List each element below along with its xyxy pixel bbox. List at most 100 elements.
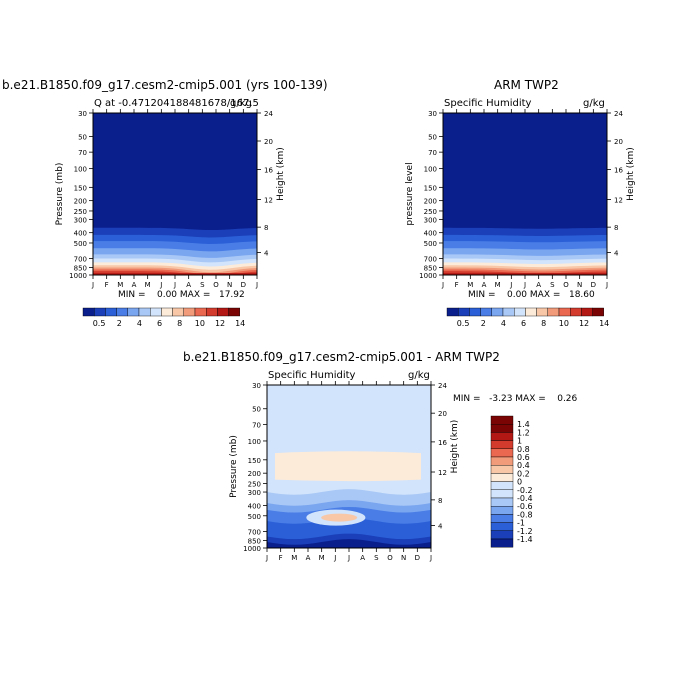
colorbar-swatch — [490, 538, 514, 548]
x-tick-label: S — [200, 281, 205, 289]
colorbar-label: -0.2 — [517, 486, 533, 495]
colorbar-swatch — [446, 307, 459, 317]
colorbar-label: 10 — [559, 319, 569, 328]
y-tick-label: 50 — [428, 134, 437, 142]
diff-field — [267, 385, 431, 548]
colorbar-swatch — [127, 307, 140, 317]
colorbar-label: -0.6 — [517, 502, 533, 511]
x-tick-label: O — [213, 281, 219, 289]
y-tick-label: 850 — [248, 537, 261, 545]
y-right-tick-label: 12 — [614, 196, 623, 204]
y-tick-label: 70 — [78, 149, 87, 157]
panel3-minmax: MIN = -3.23 MAX = 0.26 — [453, 394, 578, 404]
colorbar-swatch — [490, 506, 514, 515]
y-right-tick-label: 4 — [614, 250, 619, 258]
x-tick-label: M — [291, 554, 297, 562]
x-tick-label: O — [387, 554, 393, 562]
diff-colorbar: 1.41.210.80.60.40.20-0.2-0.4-0.6-0.8-1-1… — [490, 415, 533, 548]
y-tick-label: 100 — [424, 166, 437, 174]
x-tick-label: N — [227, 281, 232, 289]
diff-positive-region — [275, 451, 421, 482]
x-tick-label: F — [105, 281, 109, 289]
y-right-tick-label: 4 — [264, 250, 269, 258]
y-right-tick-label: 24 — [438, 382, 447, 390]
colorbar-swatch — [570, 307, 582, 317]
y-right-axis-label: Height (km) — [626, 147, 636, 201]
colorbar-label: 0 — [517, 478, 522, 487]
y-right-tick-label: 12 — [264, 196, 273, 204]
y-tick-label: 250 — [74, 208, 87, 216]
y-right-tick-label: 16 — [614, 167, 623, 175]
y-tick-label: 30 — [78, 110, 87, 118]
colorbar-label: 2 — [117, 319, 122, 328]
colorbar-swatch — [480, 307, 493, 317]
y-tick-label: 700 — [248, 528, 261, 536]
colorbar-swatch — [490, 456, 514, 466]
y-right-axis-label: Height (km) — [276, 147, 286, 201]
panel1-colorbar: 0.5 2 4 6 8 10 12 14 — [82, 307, 245, 328]
colorbar-swatch — [490, 489, 514, 499]
colorbar-label: 12 — [579, 319, 589, 328]
y-axis-label: Pressure (mb) — [55, 163, 65, 226]
colorbar-swatch — [490, 448, 514, 458]
x-tick-label: J — [347, 554, 350, 562]
colorbar-swatch — [217, 307, 229, 317]
y-tick-label: 500 — [248, 513, 261, 521]
colorbar-label: 0.6 — [517, 453, 530, 462]
plot-frame — [442, 112, 608, 276]
y-tick-label: 250 — [248, 481, 261, 489]
y-right-tick-label: 4 — [438, 522, 443, 530]
colorbar-swatch — [490, 481, 514, 491]
colorbar-swatch — [205, 307, 218, 317]
colorbar-swatch — [228, 307, 241, 317]
colorbar-swatch — [194, 307, 207, 317]
y-tick-label: 250 — [424, 208, 437, 216]
colorbar-label: 14 — [235, 319, 245, 328]
y-right-tick-label: 20 — [614, 138, 623, 146]
y-tick-label: 850 — [74, 264, 87, 272]
colorbar-swatch — [491, 307, 504, 317]
y-right-tick-label: 8 — [614, 224, 618, 232]
y-tick-label: 200 — [248, 470, 261, 478]
y-tick-label: 300 — [74, 216, 87, 224]
y-tick-label: 100 — [74, 166, 87, 174]
x-tick-label: N — [577, 281, 582, 289]
panel2-subtitle-left: Specific Humidity — [444, 98, 532, 109]
x-tick-label: M — [495, 281, 501, 289]
y-tick-label: 100 — [248, 438, 261, 446]
y-tick-label: 200 — [424, 198, 437, 206]
colorbar-swatch — [525, 307, 537, 317]
y-axis-label: pressure level — [405, 162, 415, 225]
panel1-subtitle-left: Q at -0.471204188481678/167.5 — [94, 98, 259, 109]
diff-blob-positive — [321, 513, 358, 522]
y-tick-label: 70 — [428, 149, 437, 157]
x-tick-label: J — [255, 281, 258, 289]
colorbar-label: 0.5 — [457, 319, 470, 328]
colorbar-swatch — [93, 307, 106, 317]
colorbar-swatch — [490, 424, 514, 433]
x-tick-label: A — [360, 554, 365, 562]
x-tick-label: F — [455, 281, 459, 289]
y-tick-label: 500 — [424, 240, 437, 248]
y-tick-label: 30 — [252, 382, 261, 390]
colorbar-swatch — [514, 307, 526, 317]
x-tick-label: S — [550, 281, 555, 289]
colorbar-label: -1.2 — [517, 527, 533, 536]
y-tick-label: 700 — [74, 256, 87, 264]
colorbar-label: -1 — [517, 519, 525, 528]
colorbar-swatch — [469, 307, 481, 317]
colorbar-label: 6 — [157, 319, 162, 328]
panel2-colorbar: 0.5 2 4 6 8 10 12 14 — [446, 307, 609, 328]
x-tick-label: A — [306, 554, 311, 562]
y-right-tick-label: 16 — [264, 167, 273, 175]
colorbar-swatch — [490, 522, 514, 531]
colorbar-label: 0.4 — [517, 461, 530, 470]
panel3-title: b.e21.B1850.f09_g17.cesm2-cmip5.001 - AR… — [183, 350, 500, 364]
colorbar-label: -1.4 — [517, 535, 533, 544]
colorbar-swatch — [116, 307, 128, 317]
colorbar-swatch — [138, 307, 151, 317]
panel1-minmax: MIN = 0.00 MAX = 17.92 — [118, 290, 245, 300]
y-tick-label: 50 — [252, 406, 261, 414]
